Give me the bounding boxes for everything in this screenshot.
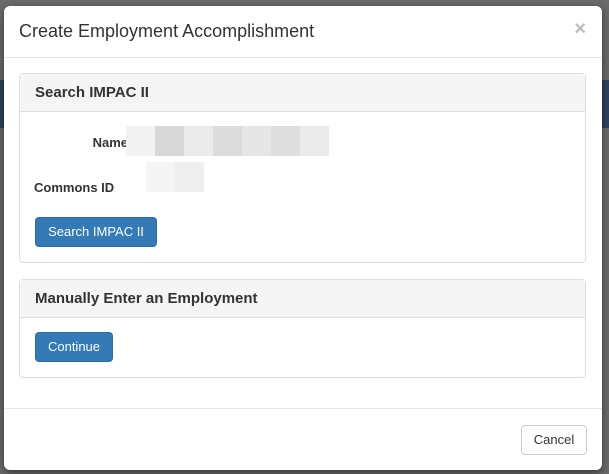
redacted-commons-id-value [146, 162, 204, 192]
continue-button[interactable]: Continue [35, 332, 113, 362]
search-impac-panel: Search IMPAC II Name Commons ID Search I… [19, 73, 586, 263]
name-label: Name [92, 135, 128, 150]
commons-id-label: Commons ID [34, 180, 115, 195]
create-employment-modal: Create Employment Accomplishment × Searc… [4, 6, 602, 470]
modal-footer-divider [4, 408, 602, 409]
redacted-name-value [126, 126, 329, 156]
manual-entry-panel: Manually Enter an Employment Continue [19, 279, 586, 378]
cancel-button[interactable]: Cancel [521, 425, 587, 455]
close-icon[interactable]: × [574, 18, 586, 40]
modal-title: Create Employment Accomplishment [19, 21, 315, 41]
panel-heading: Manually Enter an Employment [20, 280, 585, 318]
search-impac-button[interactable]: Search IMPAC II [35, 217, 157, 247]
modal-header: Create Employment Accomplishment × [4, 6, 602, 58]
panel-heading: Search IMPAC II [20, 74, 585, 112]
